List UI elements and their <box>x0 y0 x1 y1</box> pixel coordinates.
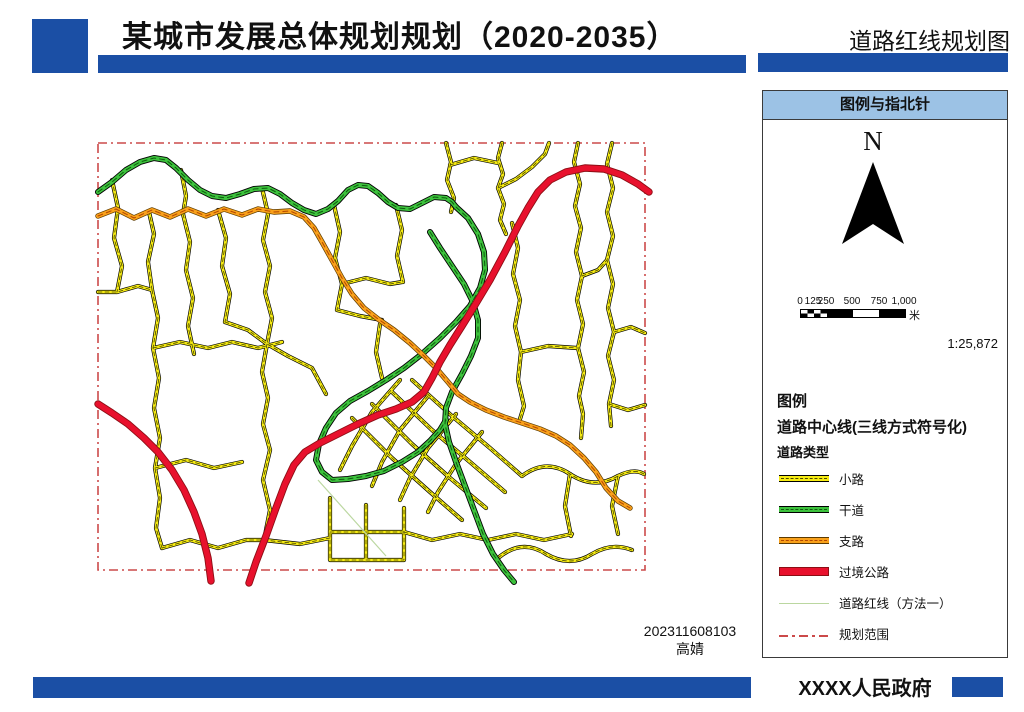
scale-bar-unit: 米 <box>909 310 920 322</box>
scale-tick: 1,000 <box>891 296 917 307</box>
legend-item-planning-boundary: 规划范围 <box>779 625 999 642</box>
legend-item-minor-road: 小路 <box>779 470 999 487</box>
brand-logo-square <box>32 19 88 73</box>
arterial-road-symbol <box>779 505 829 513</box>
scale-bar-segment <box>853 310 879 317</box>
legend-item-label: 过境公路 <box>839 565 890 580</box>
map-sheet-title: 道路红线规划图 <box>849 28 1010 54</box>
scale-tick: 0 <box>797 296 803 307</box>
road-redline-symbol <box>779 603 829 604</box>
legend-item-branch-road: 支路 <box>779 532 999 549</box>
scale-tick: 500 <box>843 296 861 307</box>
legend-item-label: 规划范围 <box>839 627 890 642</box>
title-underline-bar <box>98 55 746 73</box>
footer-organization: XXXX人民政府 <box>798 678 932 700</box>
legend-field-name: 道路类型 <box>777 445 830 460</box>
scale-bar-ticks: 0 125 250 500 750 1,000 <box>797 296 920 309</box>
scale-tick: 250 <box>817 296 835 307</box>
page-title: 某城市发展总体规划规划（2020-2035） <box>122 21 678 54</box>
scale-bar-graphic: 米 <box>800 309 920 322</box>
legend-item-label: 支路 <box>839 534 865 549</box>
scale-tick: 125 <box>804 296 822 307</box>
scale-bar-segment <box>879 310 905 317</box>
scale-bar-segment <box>827 310 853 317</box>
minor-roads-fill <box>96 141 647 563</box>
minor-roads-dash <box>97 142 646 562</box>
legend-item-label: 干道 <box>839 503 865 518</box>
highway-symbol <box>779 566 829 576</box>
planning-boundary <box>97 142 646 571</box>
legend-item-road-redline: 道路红线（方法一） <box>779 594 999 611</box>
north-label: N <box>863 126 883 156</box>
credit-line1: 202311608103 <box>643 623 737 639</box>
map-credit: 202311608103 高婧 <box>600 622 780 658</box>
scale-ratio: 1:25,872 <box>947 336 998 351</box>
legend-panel-header: 图例与指北针 <box>763 91 1007 120</box>
legend-layer-name: 道路中心线(三线方式符号化) <box>777 419 967 436</box>
legend-item-label: 小路 <box>839 472 865 487</box>
legend-item-arterial-road: 干道 <box>779 501 999 518</box>
scale-tick: 750 <box>870 296 888 307</box>
branch-road-symbol <box>779 536 829 544</box>
road-layers <box>98 143 649 583</box>
scale-bar-segment <box>801 310 827 317</box>
north-arrow-icon <box>842 162 904 244</box>
legend-item-label: 道路红线（方法一） <box>839 596 952 611</box>
legend-panel: 图例与指北针 <box>762 90 1008 658</box>
scale-bar: 0 125 250 500 750 1,000 米 <box>797 296 920 322</box>
footer-bar <box>33 677 751 698</box>
road-redline-method1 <box>317 479 387 557</box>
credit-line2: 高婧 <box>676 641 704 657</box>
map-title-underline-bar <box>758 53 1008 72</box>
legend-heading: 图例 <box>777 393 808 410</box>
minor-roads-casing <box>98 143 645 561</box>
minor-road-symbol <box>779 474 829 482</box>
legend-item-highway: 过境公路 <box>779 563 999 580</box>
footer-square <box>952 677 1003 697</box>
road-network-map <box>85 135 660 607</box>
